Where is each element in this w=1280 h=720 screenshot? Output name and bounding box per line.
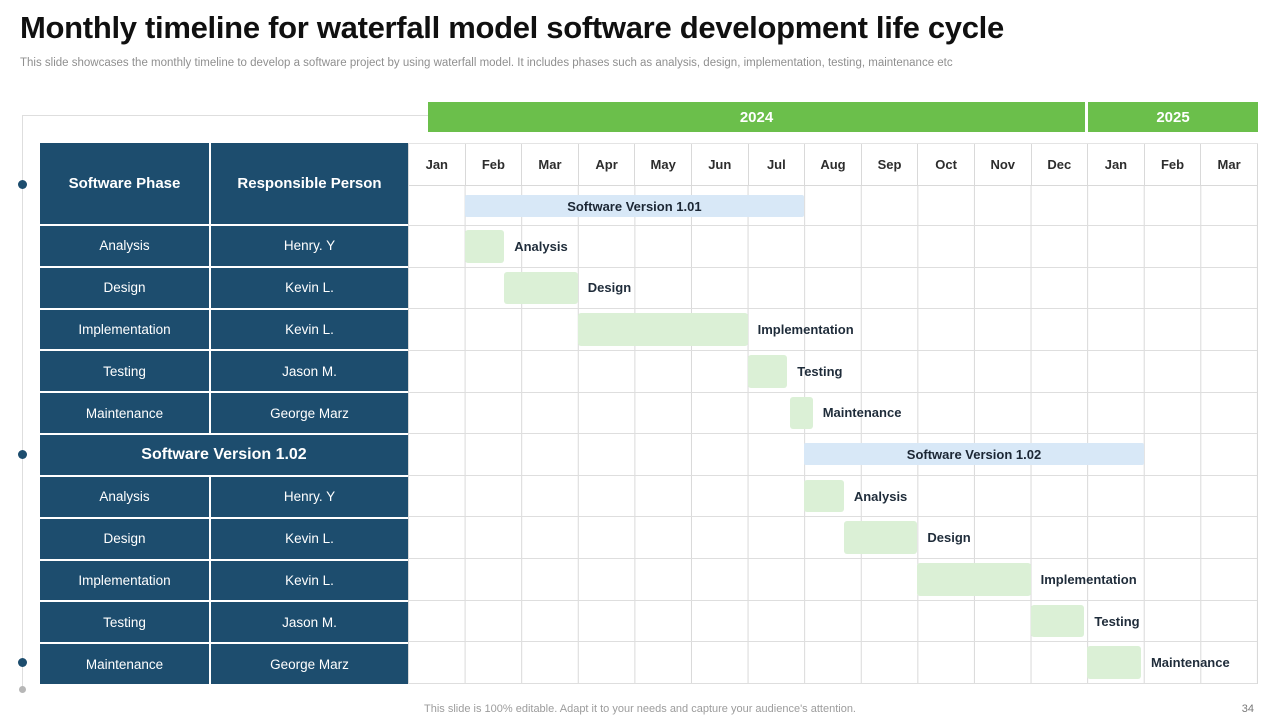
decor-horizontal-line <box>22 115 428 116</box>
task-label-implementation: Implementation <box>757 322 854 338</box>
gantt-row-testing-v1: Testing <box>408 351 1257 393</box>
slide-title: Monthly timeline for waterfall model sof… <box>20 10 1004 45</box>
phase-cell: Implementation <box>40 309 209 350</box>
phase-cell: Design <box>40 518 209 559</box>
gantt-row-design-v2: Design <box>408 517 1257 560</box>
person-cell: Kevin L. <box>211 267 408 308</box>
task-bar-analysis <box>464 230 505 263</box>
task-label-implementation: Implementation <box>1040 571 1137 587</box>
task-bar-maintenance <box>790 396 813 430</box>
task-label-analysis: Analysis <box>853 488 908 504</box>
month-header-row: Jan Feb Mar Apr May Jun Jul Aug Sep Oct … <box>408 143 1258 186</box>
month-cell: Feb <box>466 144 523 185</box>
gantt-row-implementation-v2: Implementation <box>408 559 1257 601</box>
month-cell: Aug <box>805 144 862 185</box>
task-bar-testing <box>1030 604 1085 638</box>
month-cell: Oct <box>918 144 975 185</box>
task-bar-implementation <box>577 313 748 346</box>
task-label-maintenance: Maintenance <box>822 405 902 421</box>
year-2025: 2025 <box>1088 102 1258 132</box>
month-cell: Sep <box>862 144 919 185</box>
task-bar-implementation <box>917 563 1031 596</box>
person-cell: Kevin L. <box>211 518 408 559</box>
month-cell: Jan <box>1088 144 1145 185</box>
gantt-row-version-102: Software Version 1.02 <box>408 434 1257 476</box>
month-cell: Mar <box>1201 144 1258 185</box>
task-label-analysis: Analysis <box>514 238 568 254</box>
phase-cell: Analysis <box>40 476 209 517</box>
task-bar-maintenance <box>1087 646 1141 680</box>
person-cell: Jason M. <box>211 351 408 392</box>
decor-vertical-line <box>22 115 23 689</box>
section-header-version-102: Software Version 1.02 <box>40 434 408 475</box>
year-2024-label: 2024 <box>428 102 1085 132</box>
year-2025-label: 2025 <box>1088 102 1258 132</box>
gantt-row-maintenance-v2: Maintenance <box>408 642 1257 685</box>
phase-cell: Testing <box>40 602 209 643</box>
gantt-row-design-v1: Design <box>408 268 1257 310</box>
gantt-chart: 2024 2025 Jan Feb Mar Apr May Jun Jul Au… <box>408 102 1258 685</box>
person-cell: George Marz <box>211 644 408 684</box>
person-cell: Henry. Y <box>211 226 408 266</box>
month-cell: Jun <box>692 144 749 185</box>
month-cell: Apr <box>579 144 636 185</box>
footer-note: This slide is 100% editable. Adapt it to… <box>424 703 856 715</box>
month-cell: Jan <box>409 144 466 185</box>
month-cell: May <box>635 144 692 185</box>
month-cell: Dec <box>1032 144 1089 185</box>
person-cell: Henry. Y <box>211 476 408 517</box>
task-label-testing: Testing <box>1094 613 1140 629</box>
task-label-design: Design <box>927 530 971 546</box>
year-2024: 2024 <box>408 102 1088 132</box>
timeline-dot <box>18 450 27 459</box>
gantt-row-analysis-v2: Analysis <box>408 476 1257 518</box>
gantt-row-version-101: Software Version 1.01 <box>408 186 1257 226</box>
gantt-row-testing-v2: Testing <box>408 601 1257 643</box>
phase-cell: Analysis <box>40 226 209 266</box>
month-cell: Mar <box>522 144 579 185</box>
timeline-dot <box>18 180 27 189</box>
person-cell: Jason M. <box>211 602 408 643</box>
phase-cell: Maintenance <box>40 644 209 684</box>
phase-cell: Design <box>40 267 209 308</box>
phase-cell: Maintenance <box>40 393 209 433</box>
version-bar-101: Software Version 1.01 <box>464 195 805 217</box>
decor-dot <box>19 686 26 693</box>
timeline-dot <box>18 658 27 667</box>
year-header-row: 2024 2025 <box>408 102 1258 132</box>
person-cell: Kevin L. <box>211 309 408 350</box>
phase-cell: Implementation <box>40 560 209 601</box>
gantt-row-maintenance-v1: Maintenance <box>408 393 1257 435</box>
task-bar-analysis <box>804 479 844 513</box>
phase-table: Software Phase Responsible Person Analys… <box>40 143 408 684</box>
task-bar-design <box>843 521 918 555</box>
month-cell: Nov <box>975 144 1032 185</box>
version-bar-102: Software Version 1.02 <box>804 443 1144 466</box>
col-header-responsible-person: Responsible Person <box>211 143 408 224</box>
page-number: 34 <box>1241 703 1254 715</box>
task-bar-testing <box>747 354 788 388</box>
phase-cell: Testing <box>40 351 209 392</box>
gantt-grid: Software Version 1.01 Analysis Design Im… <box>408 186 1258 685</box>
task-label-testing: Testing <box>797 363 843 379</box>
gantt-row-analysis-v1: Analysis <box>408 226 1257 268</box>
person-cell: Kevin L. <box>211 560 408 601</box>
month-cell: Jul <box>749 144 806 185</box>
col-header-software-phase: Software Phase <box>40 143 209 224</box>
task-bar-design <box>504 271 578 305</box>
slide-subtitle: This slide showcases the monthly timelin… <box>20 57 953 69</box>
month-cell: Feb <box>1145 144 1202 185</box>
gantt-row-implementation-v1: Implementation <box>408 309 1257 351</box>
task-label-design: Design <box>587 280 632 296</box>
task-label-maintenance: Maintenance <box>1150 655 1230 671</box>
person-cell: George Marz <box>211 393 408 433</box>
